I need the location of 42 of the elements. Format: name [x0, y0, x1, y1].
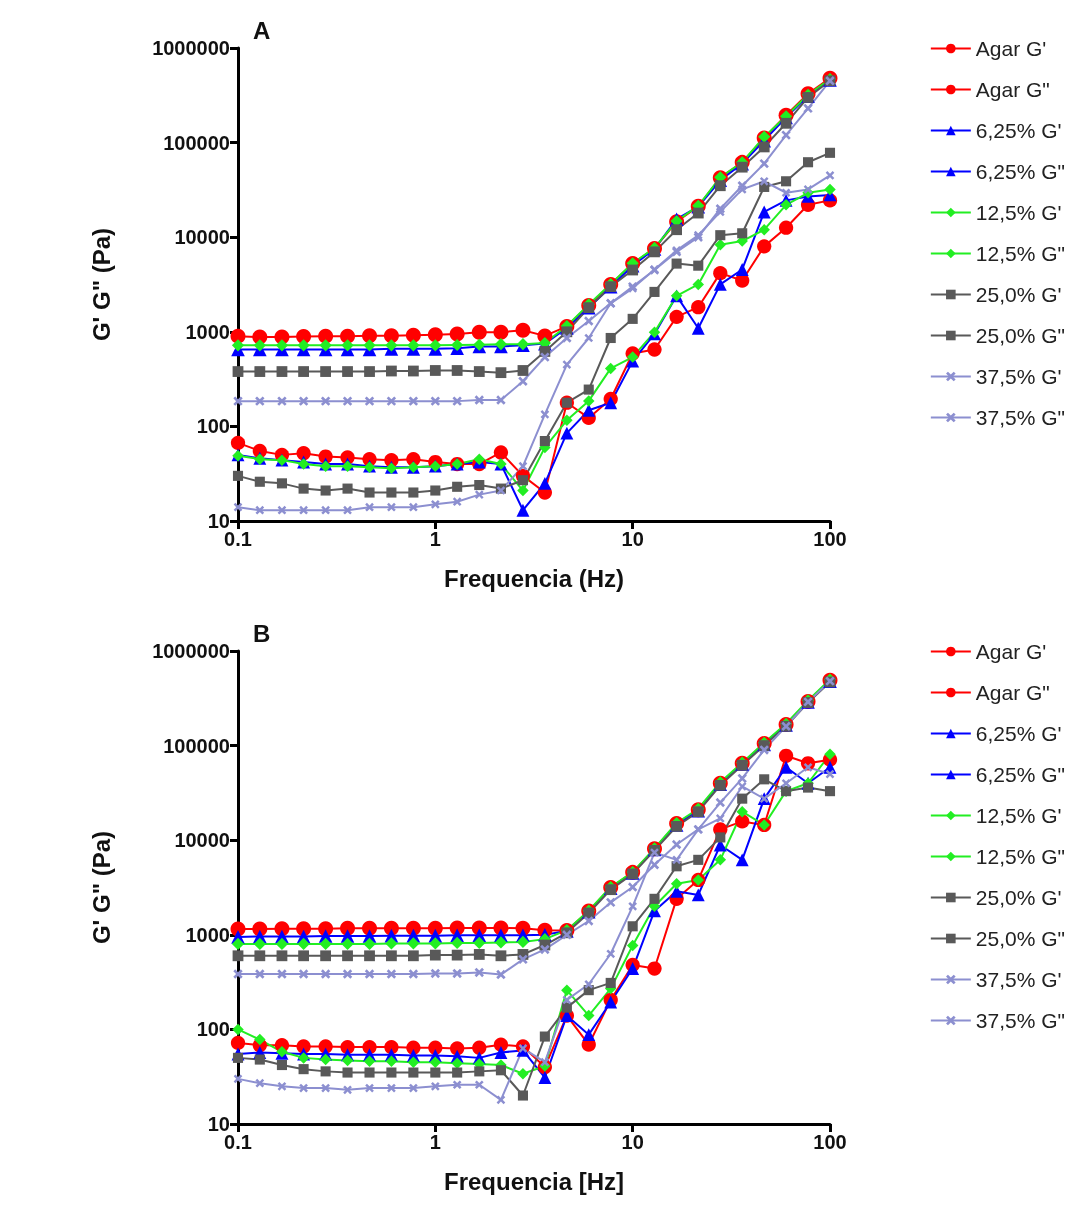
chart-title: B — [253, 619, 271, 647]
legend-label: Agar G' — [975, 640, 1047, 663]
legend-label: 37,5% G" — [975, 1009, 1065, 1032]
y-tick-label: 100 — [196, 1018, 230, 1041]
y-tick-label: 1000 — [185, 923, 230, 946]
legend-label: 12,5% G" — [975, 845, 1065, 868]
legend-label: 12,5% G' — [975, 804, 1062, 827]
y-tick-label: 1000000 — [152, 37, 230, 59]
legend-label: 25,0% G' — [975, 283, 1062, 306]
y-tick-label: 1000000 — [152, 640, 230, 662]
legend-label: Agar G" — [975, 681, 1050, 704]
legend-label: 12,5% G' — [975, 201, 1062, 224]
legend-label: 6,25% G' — [975, 722, 1062, 745]
legend-label: 25,0% G" — [975, 927, 1065, 950]
x-tick-label: 1 — [429, 528, 441, 550]
legend-label: 37,5% G' — [975, 968, 1062, 991]
y-tick-label: 100 — [196, 415, 230, 438]
legend-label: 6,25% G' — [975, 119, 1062, 142]
legend-label: 37,5% G" — [975, 406, 1065, 429]
y-tick-label: 1000 — [185, 320, 230, 343]
x-tick-label: 1 — [429, 1131, 441, 1153]
legend-label: Agar G" — [975, 78, 1050, 101]
y-tick-label: 100000 — [163, 131, 230, 154]
chart-title: A — [253, 16, 271, 44]
x-tick-label: 10 — [621, 1131, 644, 1153]
legend-label: 6,25% G" — [975, 763, 1065, 786]
x-tick-label: 10 — [621, 528, 644, 550]
legend-label: 12,5% G" — [975, 242, 1065, 265]
y-axis-title: G' G" (Pa) — [87, 830, 115, 945]
legend-label: 6,25% G" — [975, 160, 1065, 183]
y-axis-title: G' G" (Pa) — [87, 227, 115, 342]
x-tick-label: 100 — [813, 528, 847, 550]
x-tick-label: 100 — [813, 1131, 847, 1153]
x-axis-title: Frequencia [Hz] — [443, 1167, 625, 1195]
y-tick-label: 10000 — [174, 829, 230, 852]
legend-label: Agar G' — [975, 37, 1047, 60]
legend-label: 37,5% G' — [975, 365, 1062, 388]
x-axis-title: Frequencia (Hz) — [443, 564, 625, 592]
legend-label: 25,0% G" — [975, 324, 1065, 347]
y-tick-label: 100000 — [163, 734, 230, 757]
legend-label: 25,0% G' — [975, 886, 1062, 909]
y-tick-label: 10000 — [174, 226, 230, 249]
